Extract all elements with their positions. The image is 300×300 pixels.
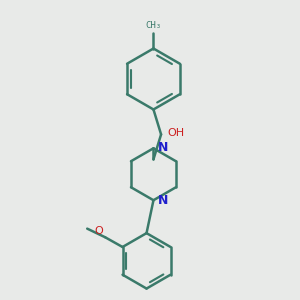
Text: N: N	[158, 141, 168, 154]
Text: O: O	[94, 226, 103, 236]
Text: OH: OH	[167, 128, 184, 138]
Text: N: N	[158, 194, 168, 207]
Text: CH₃: CH₃	[146, 22, 161, 31]
